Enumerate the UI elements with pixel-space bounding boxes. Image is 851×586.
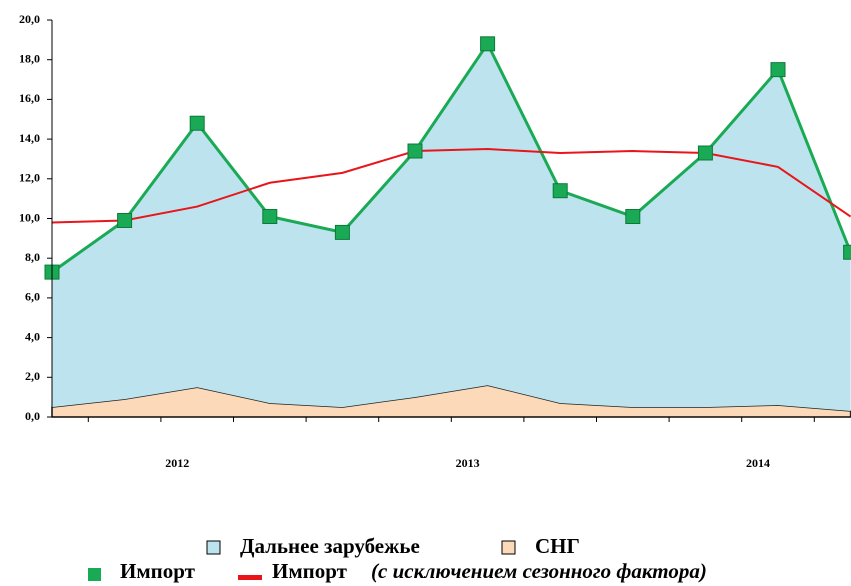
x-tick-label: 2013 <box>456 456 480 470</box>
marker <box>262 209 278 225</box>
y-tick-label: 14,0 <box>19 131 40 145</box>
marker <box>334 224 350 240</box>
marker <box>843 244 851 260</box>
y-tick-label: 16,0 <box>19 91 40 105</box>
y-tick-label: 10,0 <box>19 210 40 224</box>
y-tick-label: 0,0 <box>25 409 40 423</box>
marker <box>117 212 133 228</box>
legend-swatch <box>206 540 221 555</box>
sa-line <box>51 148 851 224</box>
area <box>52 43 851 412</box>
marker <box>480 36 496 52</box>
marker <box>552 183 568 199</box>
legend-swatch <box>238 575 262 580</box>
import-line <box>51 40 851 274</box>
legend-label: Импорт <box>272 559 348 583</box>
marker <box>407 143 423 159</box>
x-tick-label: 2014 <box>746 456 770 470</box>
legend-label: Дальнее зарубежье <box>240 534 420 558</box>
y-tick-label: 2,0 <box>25 369 40 383</box>
x-tick-label: 2012 <box>165 456 189 470</box>
y-tick-label: 20,0 <box>19 12 40 26</box>
legend-swatch <box>88 568 101 581</box>
marker <box>770 62 786 78</box>
legend-label: СНГ <box>535 534 580 558</box>
legend-swatch <box>501 540 516 555</box>
y-tick-label: 4,0 <box>25 329 40 343</box>
marker <box>625 209 641 225</box>
marker <box>697 145 713 161</box>
legend-label: Импорт <box>120 559 196 583</box>
y-tick-label: 18,0 <box>19 51 40 65</box>
legend: Дальнее зарубежье СНГ Импорт Импорт (с исклю… <box>88 534 707 583</box>
marker <box>189 115 205 131</box>
y-tick-label: 12,0 <box>19 171 40 185</box>
y-tick-label: 6,0 <box>25 290 40 304</box>
y-tick-label: 8,0 <box>25 250 40 264</box>
legend-label: (с исключением сезонного фактора) <box>371 559 707 583</box>
